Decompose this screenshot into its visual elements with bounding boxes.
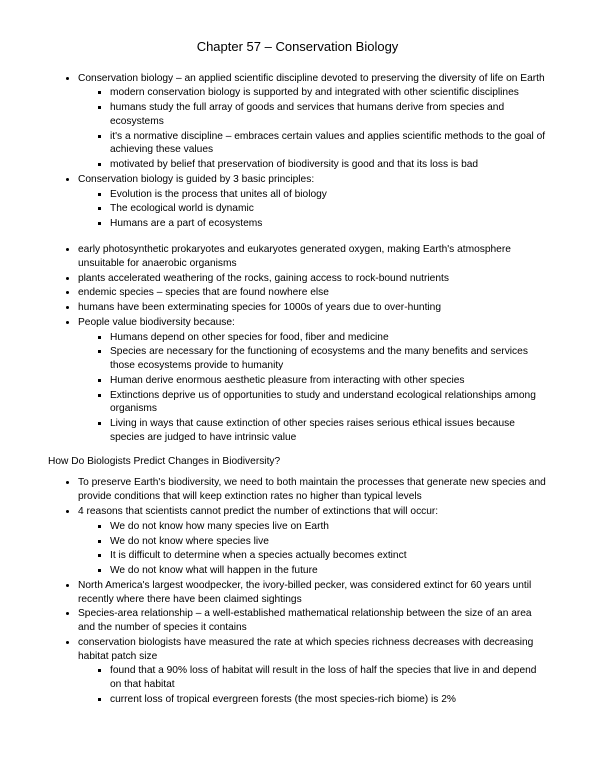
sub-bullet-item: motivated by belief that preservation of… [110, 158, 547, 172]
bullet-item: humans have been exterminating species f… [78, 301, 547, 315]
bullet-text: early photosynthetic prokaryotes and euk… [78, 244, 511, 269]
bullet-item: plants accelerated weathering of the roc… [78, 272, 547, 286]
sub-list: Humans depend on other species for food,… [78, 331, 547, 445]
sub-bullet-item: It is difficult to determine when a spec… [110, 549, 547, 563]
section-3-list: To preserve Earth's biodiversity, we nee… [48, 476, 547, 706]
sub-bullet-item: Humans depend on other species for food,… [110, 331, 547, 345]
section-heading: How Do Biologists Predict Changes in Bio… [48, 455, 547, 469]
bullet-text: 4 reasons that scientists cannot predict… [78, 506, 438, 517]
bullet-item: People value biodiversity because: Humans… [78, 316, 547, 445]
bullet-text: People value biodiversity because: [78, 317, 235, 328]
sub-bullet-item: Extinctions deprive us of opportunities … [110, 389, 547, 417]
bullet-text: humans have been exterminating species f… [78, 302, 441, 313]
sub-bullet-item: We do not know where species live [110, 535, 547, 549]
sub-bullet-item: Human derive enormous aesthetic pleasure… [110, 374, 547, 388]
bullet-text: Conservation biology is guided by 3 basi… [78, 174, 314, 185]
sub-bullet-item: found that a 90% loss of habitat will re… [110, 664, 547, 692]
bullet-item: To preserve Earth's biodiversity, we nee… [78, 476, 547, 504]
sub-bullet-item: We do not know how many species live on … [110, 520, 547, 534]
bullet-text: endemic species – species that are found… [78, 287, 329, 298]
sub-bullet-item: The ecological world is dynamic [110, 202, 547, 216]
bullet-text: Species-area relationship – a well-estab… [78, 608, 532, 633]
sub-list: found that a 90% loss of habitat will re… [78, 664, 547, 706]
bullet-text: To preserve Earth's biodiversity, we nee… [78, 477, 546, 502]
sub-list: modern conservation biology is supported… [78, 86, 547, 172]
sub-bullet-item: modern conservation biology is supported… [110, 86, 547, 100]
section-1-list: Conservation biology – an applied scient… [48, 72, 547, 231]
sub-bullet-item: We do not know what will happen in the f… [110, 564, 547, 578]
bullet-text: plants accelerated weathering of the roc… [78, 273, 449, 284]
sub-bullet-item: Evolution is the process that unites all… [110, 188, 547, 202]
sub-bullet-item: Species are necessary for the functionin… [110, 345, 547, 373]
sub-list: Evolution is the process that unites all… [78, 188, 547, 231]
bullet-text: Conservation biology – an applied scient… [78, 73, 545, 84]
bullet-item: conservation biologists have measured th… [78, 636, 547, 707]
bullet-item: Species-area relationship – a well-estab… [78, 607, 547, 635]
bullet-item: endemic species – species that are found… [78, 286, 547, 300]
sub-bullet-item: it's a normative discipline – embraces c… [110, 130, 547, 158]
page-title: Chapter 57 – Conservation Biology [48, 38, 547, 56]
section-2-list: early photosynthetic prokaryotes and euk… [48, 243, 547, 445]
bullet-item: North America's largest woodpecker, the … [78, 579, 547, 607]
bullet-item: Conservation biology is guided by 3 basi… [78, 173, 547, 231]
bullet-item: 4 reasons that scientists cannot predict… [78, 505, 547, 578]
sub-bullet-item: humans study the full array of goods and… [110, 101, 547, 129]
sub-bullet-item: current loss of tropical evergreen fores… [110, 693, 547, 707]
sub-bullet-item: Living in ways that cause extinction of … [110, 417, 547, 445]
sub-list: We do not know how many species live on … [78, 520, 547, 578]
bullet-text: conservation biologists have measured th… [78, 637, 533, 662]
sub-bullet-item: Humans are a part of ecosystems [110, 217, 547, 231]
bullet-item: early photosynthetic prokaryotes and euk… [78, 243, 547, 271]
bullet-text: North America's largest woodpecker, the … [78, 580, 531, 605]
bullet-item: Conservation biology – an applied scient… [78, 72, 547, 172]
